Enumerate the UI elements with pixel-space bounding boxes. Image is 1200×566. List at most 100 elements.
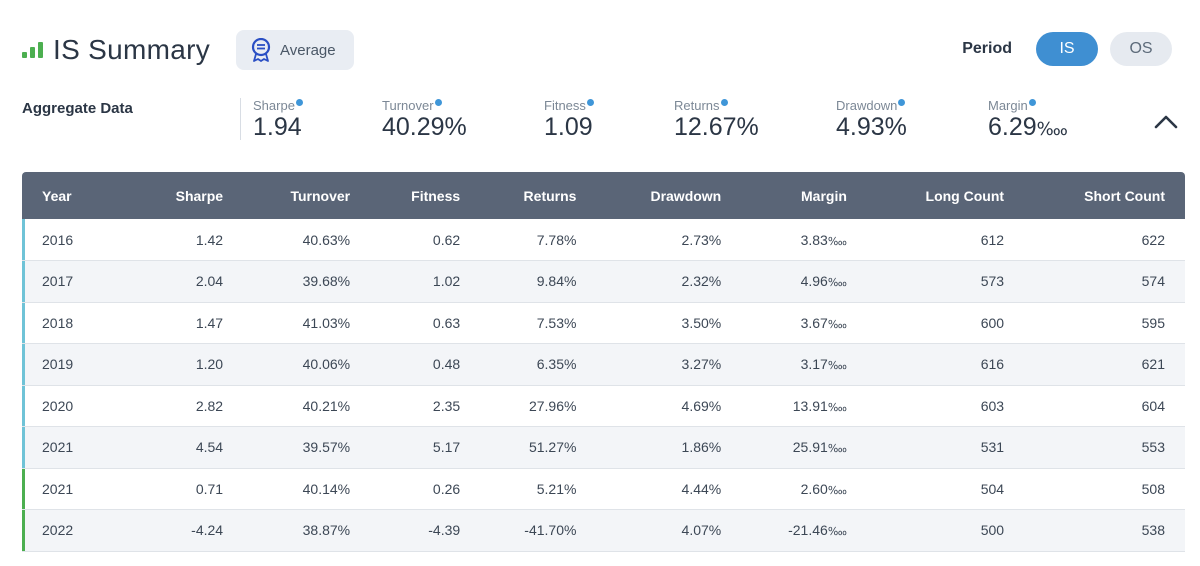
cell-drawdown: 4.07% (681, 522, 722, 539)
stat-value: 1.09 (544, 113, 593, 141)
table-row: 2020 2.82 40.21% 2.35 27.96% 4.69% 13.91‱ 603 60… (22, 385, 1185, 427)
info-dot-icon[interactable] (720, 99, 728, 106)
info-dot-icon[interactable] (898, 99, 906, 106)
cell-turnover: 39.68% (302, 273, 351, 290)
cell-fitness: -4.39 (428, 522, 461, 539)
table-header-row: Year Sharpe Turnover Fitness Returns Dra… (22, 172, 1185, 219)
cell-margin: 3.83‱ (741, 219, 867, 261)
stat-drawdown: Drawdown 4.93% (836, 98, 907, 141)
cell-returns: 51.27% (528, 439, 577, 456)
column-header-margin: Margin (801, 187, 847, 204)
cell-year: 2017 (22, 260, 135, 303)
cell-fitness: 0.63 (432, 314, 461, 331)
cell-sharpe: 4.54 (195, 439, 224, 456)
margin-number: 3.67 (800, 314, 828, 331)
stat-label: Margin (988, 98, 1028, 113)
cell-fitness: 2.35 (432, 397, 461, 414)
info-dot-icon[interactable] (434, 99, 442, 106)
cell-fitness: 1.02 (432, 273, 461, 290)
cell-long-count: 600 (980, 314, 1005, 331)
period-label: Period (962, 40, 1012, 57)
stat-value: 12.67% (674, 113, 759, 141)
info-dot-icon[interactable] (295, 99, 303, 106)
stat-label: Sharpe (253, 98, 295, 113)
stat-value: 4.93% (836, 113, 907, 141)
cell-returns: 6.35% (536, 356, 577, 373)
permyriad-unit: ‱ (827, 318, 847, 331)
cell-short-count: 604 (1141, 397, 1165, 414)
table-body: 2016 1.42 40.63% 0.62 7.78% 2.73% 3.83‱ 612 622 2… (22, 219, 1185, 551)
aggregate-data-label: Aggregate Data (22, 100, 133, 117)
cell-sharpe: 2.04 (195, 273, 224, 290)
cell-margin: -21.46‱ (741, 510, 867, 552)
average-badge[interactable]: Average (236, 30, 354, 70)
margin-number: 3.83 (800, 231, 828, 248)
cell-sharpe: -4.24 (191, 522, 224, 539)
cell-sharpe: 0.71 (195, 480, 224, 497)
cell-sharpe: 2.82 (195, 397, 224, 414)
cell-returns: 7.53% (536, 314, 577, 331)
cell-short-count: 595 (1141, 314, 1165, 331)
cell-long-count: 531 (980, 439, 1005, 456)
cell-fitness: 0.48 (432, 356, 461, 373)
info-dot-icon[interactable] (1028, 99, 1036, 106)
cell-fitness: 0.26 (432, 480, 461, 497)
cell-year: 2021 (22, 426, 135, 469)
cell-margin: 3.67‱ (741, 302, 867, 344)
info-dot-icon[interactable] (586, 99, 594, 106)
period-os-button[interactable]: OS (1110, 32, 1172, 66)
column-header-year: Year (42, 187, 72, 204)
margin-number: -21.46 (788, 522, 828, 539)
permyriad-unit: ‱ (827, 277, 847, 290)
title-group: IS Summary (22, 34, 210, 66)
stat-label: Drawdown (836, 98, 898, 113)
table-row: 2019 1.20 40.06% 0.48 6.35% 3.27% 3.17‱ 616 621 (22, 343, 1185, 386)
cell-sharpe: 1.42 (195, 231, 224, 248)
cell-returns: 5.21% (536, 480, 577, 497)
column-header-drawdown: Drawdown (650, 187, 722, 204)
cell-sharpe: 1.20 (195, 356, 224, 373)
column-header-turnover: Turnover (290, 187, 351, 204)
stat-value: 1.94 (253, 113, 302, 141)
permyriad-unit: ‱ (827, 360, 847, 373)
cell-long-count: 612 (980, 231, 1005, 248)
stat-value: 40.29% (382, 113, 467, 141)
cell-drawdown: 4.69% (681, 397, 722, 414)
column-header-short-count: Short Count (1084, 187, 1165, 204)
average-label: Average (280, 41, 336, 59)
cell-short-count: 538 (1141, 522, 1165, 539)
margin-number: 2.60 (800, 480, 828, 497)
period-selector: Period IS OS (962, 32, 1172, 66)
column-header-returns: Returns (523, 187, 577, 204)
header: IS Summary Average Period IS OS (0, 0, 1200, 90)
cell-long-count: 616 (980, 356, 1005, 373)
chevron-up-icon[interactable] (1150, 108, 1182, 134)
stat-returns: Returns 12.67% (674, 98, 759, 141)
column-header-fitness: Fitness (411, 187, 461, 204)
cell-year: 2021 (22, 468, 135, 510)
cell-fitness: 0.62 (432, 231, 461, 248)
margin-number: 6.29 (988, 113, 1037, 141)
cell-turnover: 41.03% (302, 314, 351, 331)
cell-long-count: 573 (980, 273, 1005, 290)
cell-year: 2018 (22, 302, 135, 344)
table-row: 2016 1.42 40.63% 0.62 7.78% 2.73% 3.83‱ 612 622 (22, 219, 1185, 261)
cell-turnover: 40.63% (302, 231, 351, 248)
stat-label: Fitness (544, 98, 586, 113)
cell-returns: 7.78% (536, 231, 577, 248)
margin-number: 3.17 (800, 356, 828, 373)
column-header-long-count: Long Count (925, 187, 1005, 204)
divider (240, 98, 241, 140)
cell-short-count: 508 (1141, 480, 1165, 497)
stat-label: Turnover (382, 98, 434, 113)
cell-long-count: 500 (980, 522, 1005, 539)
cell-turnover: 40.14% (302, 480, 351, 497)
period-is-button[interactable]: IS (1036, 32, 1098, 66)
cell-fitness: 5.17 (432, 439, 461, 456)
cell-year: 2019 (22, 343, 135, 386)
cell-margin: 4.96‱ (741, 261, 867, 303)
cell-year: 2020 (22, 385, 135, 427)
cell-drawdown: 3.50% (681, 314, 722, 331)
permyriad-unit: ‱ (827, 443, 847, 456)
margin-number: 13.91 (792, 397, 828, 414)
